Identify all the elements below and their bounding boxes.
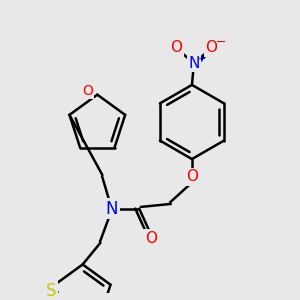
Text: −: − — [216, 35, 226, 49]
Text: O: O — [170, 40, 182, 55]
Text: O: O — [186, 169, 198, 184]
Text: O: O — [206, 40, 218, 55]
Text: +: + — [197, 53, 205, 64]
Text: N: N — [188, 56, 200, 71]
Text: O: O — [82, 84, 93, 98]
Text: N: N — [106, 200, 118, 218]
Text: S: S — [46, 281, 56, 299]
Text: O: O — [145, 231, 157, 246]
